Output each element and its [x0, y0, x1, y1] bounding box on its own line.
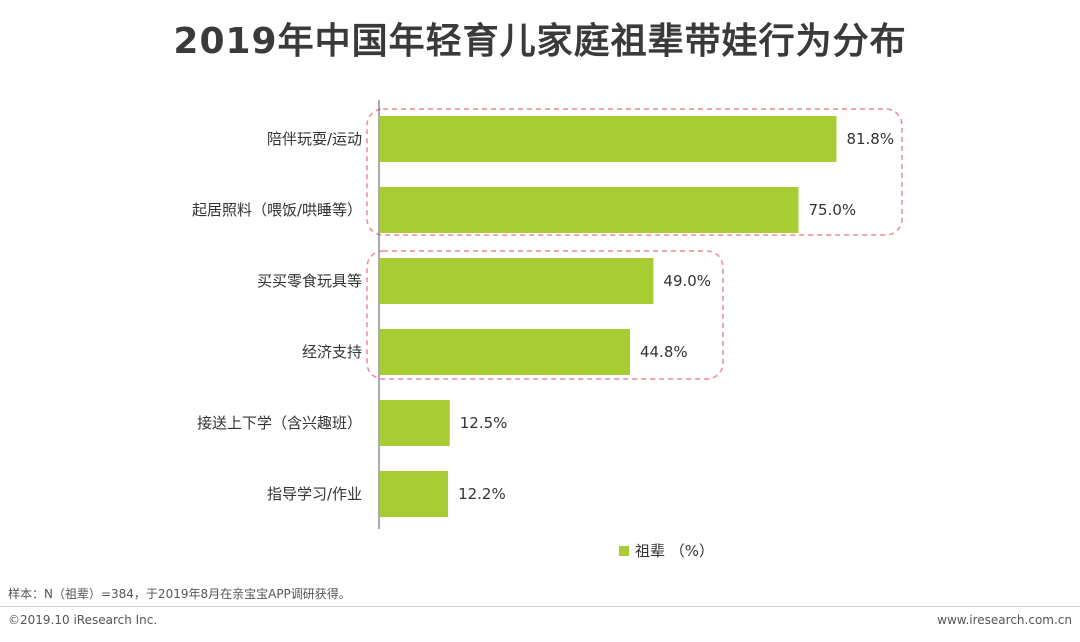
value-label: 44.8% — [640, 343, 688, 361]
category-label: 买买零食玩具等 — [257, 272, 362, 290]
category-label: 陪伴玩耍/运动 — [267, 130, 362, 148]
bar — [380, 471, 449, 517]
legend-label: 祖辈 （%） — [635, 542, 715, 560]
bar — [380, 187, 799, 233]
category-label: 起居照料（喂饭/哄睡等） — [192, 201, 362, 219]
bar — [380, 116, 837, 162]
value-label: 12.5% — [460, 414, 508, 432]
category-label: 指导学习/作业 — [267, 485, 362, 503]
highlight-group-box — [366, 250, 724, 380]
copyright: ©2019.10 iResearch Inc. — [8, 613, 158, 627]
footer-divider — [0, 606, 1080, 607]
bar — [380, 329, 630, 375]
value-label: 49.0% — [663, 272, 711, 290]
value-label: 12.2% — [458, 485, 506, 503]
category-label: 接送上下学（含兴趣班） — [197, 414, 362, 432]
legend: 祖辈 （%） — [619, 540, 714, 561]
website: www.iresearch.com.cn — [937, 613, 1072, 627]
bar — [380, 400, 450, 446]
value-label: 81.8% — [846, 130, 894, 148]
legend-swatch — [619, 545, 629, 556]
value-label: 75.0% — [809, 201, 857, 219]
sample-note: 样本：N（祖辈）=384，于2019年8月在亲宝宝APP调研获得。 — [8, 587, 351, 601]
category-label: 经济支持 — [302, 343, 362, 361]
bar — [380, 258, 654, 304]
chart-title: 2019年中国年轻育儿家庭祖辈带娃行为分布 — [173, 21, 907, 62]
